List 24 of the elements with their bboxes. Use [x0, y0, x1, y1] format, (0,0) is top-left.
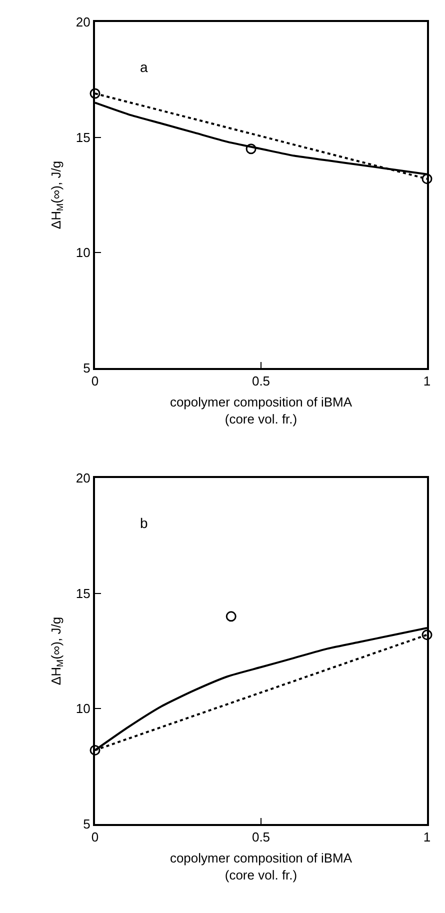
y-tick-label: 10 — [76, 701, 90, 716]
point — [422, 630, 432, 640]
y-tick-label: 15 — [76, 586, 90, 601]
y-tick-label: 20 — [76, 470, 90, 486]
y-tick-label: 15 — [76, 130, 90, 145]
x-tick-label: 0 — [91, 830, 99, 845]
x-axis-title: copolymer composition of iBMA (core vol. fr.) — [170, 394, 352, 427]
x-tick-label: 1 — [423, 830, 431, 845]
x-tick-label: 0.5 — [252, 830, 270, 845]
x-tick-label: 0.5 — [252, 374, 270, 389]
x-tick-label: 0 — [91, 374, 99, 389]
y-tick-label: 5 — [83, 816, 90, 832]
point — [90, 744, 100, 756]
point — [246, 144, 256, 154]
point — [90, 88, 100, 99]
point — [422, 174, 432, 184]
y-tick-label: 5 — [83, 360, 90, 376]
annotation: a — [140, 59, 148, 75]
point — [226, 611, 236, 622]
y-tick-label: 10 — [76, 245, 90, 260]
x-tick-label: 1 — [423, 374, 431, 389]
y-tick-label: 20 — [76, 14, 90, 30]
annotation: b — [140, 515, 148, 531]
x-axis-title: copolymer composition of iBMA (core vol. fr.) — [170, 850, 352, 883]
